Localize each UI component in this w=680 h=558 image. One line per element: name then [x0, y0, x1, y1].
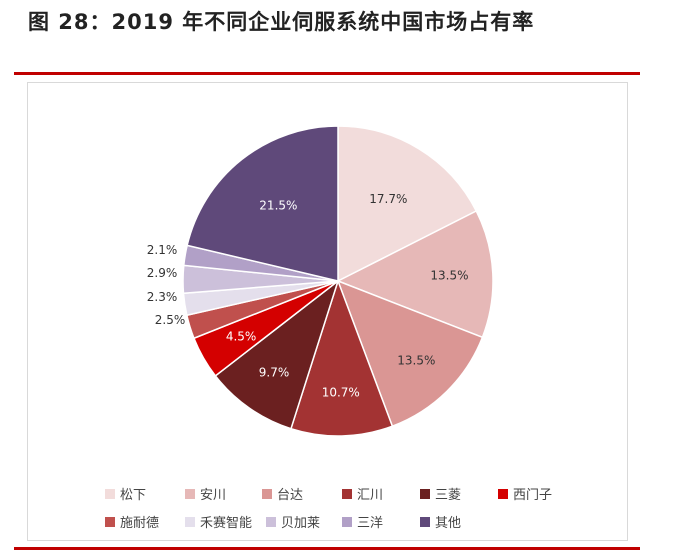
- pie-slice-label-2: 13.5%: [397, 353, 435, 367]
- pie-slice-10: [186, 125, 339, 282]
- pie-slice-1: [336, 209, 494, 339]
- pie-slice-4: [214, 278, 340, 430]
- chart-title: 图 28：2019 年不同企业伺服系统中国市场占有率: [28, 10, 535, 34]
- pie-slice-label-6: 2.5%: [155, 313, 186, 327]
- top-divider: [14, 72, 640, 75]
- pie-slice-label-3: 10.7%: [322, 386, 360, 400]
- bottom-divider: [14, 547, 640, 550]
- pie-slice-label-8: 2.9%: [147, 266, 178, 280]
- pie-slice-label-10: 21.5%: [259, 199, 297, 213]
- pie-slice-label-7: 2.3%: [147, 290, 178, 304]
- pie-slice-label-4: 9.7%: [259, 365, 290, 379]
- pie-slice-label-9: 2.1%: [147, 243, 178, 257]
- pie-slice-label-0: 17.7%: [369, 192, 407, 206]
- pie-slice-2: [336, 279, 484, 428]
- pie-slice-label-5: 4.5%: [226, 329, 257, 343]
- chart-frame: [27, 82, 628, 541]
- pie-slice-0: [337, 125, 478, 283]
- pie-slice-3: [290, 278, 394, 437]
- pie-slice-label-1: 13.5%: [430, 269, 468, 283]
